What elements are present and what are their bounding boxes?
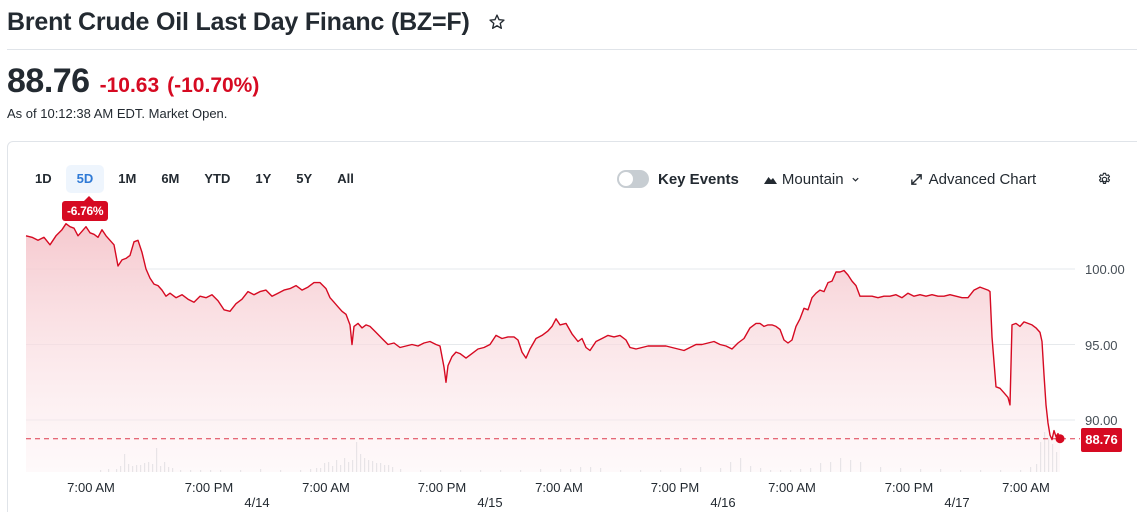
- price-change-percent: (-10.70%): [167, 74, 260, 97]
- range-selector: 1D 5D 1M 6M YTD 1Y 5Y All: [24, 165, 368, 193]
- header-divider: [7, 49, 1137, 50]
- last-price-badge: 88.76: [1081, 428, 1122, 452]
- range-5y[interactable]: 5Y: [296, 171, 313, 186]
- x-tick-label: 7:00 PM: [184, 480, 234, 495]
- x-tick-label: 7:00 AM: [535, 480, 583, 495]
- y-tick-90: 90.00: [1085, 413, 1118, 428]
- range-1d[interactable]: 1D: [35, 171, 52, 186]
- key-events-label: Key Events: [658, 170, 739, 188]
- expand-icon: [910, 173, 922, 185]
- quote-header: Brent Crude Oil Last Day Financ (BZ=F): [7, 4, 506, 40]
- price-row: 88.76 -10.63 (-10.70%): [7, 62, 259, 101]
- x-date-label: 4/16: [710, 495, 736, 510]
- chevron-down-icon: [851, 177, 859, 182]
- x-tick-label: 7:00 AM: [67, 480, 115, 495]
- range-ytd[interactable]: YTD: [204, 171, 231, 186]
- x-tick-label: 7:00 AM: [1002, 480, 1050, 495]
- star-icon[interactable]: [488, 13, 506, 31]
- range-1m[interactable]: 1M: [118, 171, 137, 186]
- range-5d[interactable]: 5D: [65, 165, 105, 193]
- x-date-label: 4/15: [477, 495, 503, 510]
- x-tick-label: 7:00 AM: [302, 480, 350, 495]
- page-title: Brent Crude Oil Last Day Financ (BZ=F): [7, 7, 470, 36]
- advanced-chart-button[interactable]: Advanced Chart: [910, 170, 1037, 188]
- current-price: 88.76: [7, 62, 90, 100]
- x-tick-label: 7:00 AM: [768, 480, 816, 495]
- key-events-toggle[interactable]: [617, 170, 649, 188]
- x-tick-label: 7:00 PM: [884, 480, 934, 495]
- x-date-label: 4/17: [944, 495, 970, 510]
- chart-card: [7, 141, 1137, 512]
- price-line: [25, 223, 1061, 442]
- mountain-icon: [763, 176, 777, 184]
- chart-type-dropdown[interactable]: Mountain: [763, 170, 860, 188]
- x-date-label: 4/14: [244, 495, 270, 510]
- settings-gear-icon[interactable]: [1097, 172, 1112, 187]
- chart-tools: Key Events Mountain Advanced Chart: [617, 168, 1036, 190]
- x-tick-label: 7:00 PM: [417, 480, 467, 495]
- market-status: As of 10:12:38 AM EDT. Market Open.: [7, 106, 228, 121]
- price-change: -10.63: [99, 74, 160, 97]
- chart-type-label: Mountain: [781, 170, 844, 188]
- range-6m[interactable]: 6M: [161, 171, 180, 186]
- advanced-chart-label: Advanced Chart: [928, 170, 1037, 188]
- x-tick-label: 7:00 PM: [650, 480, 700, 495]
- y-tick-100: 100.00: [1085, 262, 1125, 277]
- range-change-badge: -6.76%: [62, 196, 109, 221]
- last-price-dot: [1055, 434, 1065, 444]
- range-all[interactable]: All: [337, 171, 354, 186]
- price-area: [26, 223, 1060, 472]
- y-tick-95: 95.00: [1085, 338, 1118, 353]
- range-1y[interactable]: 1Y: [255, 171, 272, 186]
